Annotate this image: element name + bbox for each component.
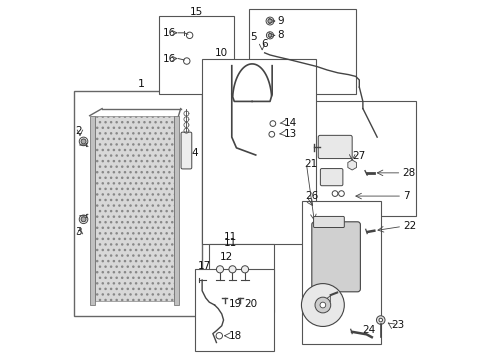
- Circle shape: [315, 297, 331, 313]
- Text: 15: 15: [190, 7, 203, 17]
- Text: 28: 28: [402, 168, 416, 178]
- Text: 22: 22: [403, 221, 416, 231]
- Bar: [74, 91, 202, 316]
- Text: 20: 20: [245, 299, 257, 309]
- Text: 26: 26: [306, 191, 319, 201]
- Circle shape: [376, 316, 385, 324]
- Circle shape: [320, 302, 326, 308]
- Text: 6: 6: [261, 39, 268, 49]
- Circle shape: [379, 318, 383, 322]
- Circle shape: [229, 266, 236, 273]
- Circle shape: [332, 191, 338, 197]
- Text: 16: 16: [163, 54, 176, 64]
- Text: 18: 18: [229, 331, 243, 341]
- Text: 23: 23: [392, 320, 405, 330]
- Circle shape: [270, 121, 276, 126]
- Circle shape: [301, 284, 344, 327]
- Text: 27: 27: [352, 151, 366, 161]
- Circle shape: [268, 19, 272, 23]
- Bar: [90, 116, 95, 305]
- Circle shape: [217, 266, 223, 273]
- Bar: [159, 16, 234, 94]
- Text: 25: 25: [323, 294, 337, 303]
- Text: 14: 14: [284, 118, 297, 128]
- Text: 8: 8: [277, 30, 284, 40]
- Bar: [209, 244, 273, 312]
- Circle shape: [242, 266, 248, 273]
- Text: 1: 1: [138, 78, 145, 89]
- Text: 5: 5: [250, 32, 257, 42]
- Circle shape: [267, 32, 273, 39]
- Text: 19: 19: [229, 299, 243, 309]
- Text: 11: 11: [223, 232, 237, 242]
- Circle shape: [352, 237, 359, 244]
- FancyBboxPatch shape: [314, 216, 344, 228]
- Circle shape: [81, 139, 86, 144]
- Text: 13: 13: [284, 129, 297, 139]
- Text: 24: 24: [362, 325, 375, 335]
- Text: 17: 17: [198, 261, 211, 271]
- Circle shape: [268, 33, 272, 37]
- Text: 9: 9: [277, 16, 284, 26]
- Circle shape: [81, 217, 86, 222]
- Text: 4: 4: [192, 148, 198, 158]
- Circle shape: [79, 215, 88, 224]
- Bar: [202, 59, 317, 244]
- FancyBboxPatch shape: [318, 135, 352, 158]
- Circle shape: [269, 131, 275, 137]
- Circle shape: [353, 245, 359, 251]
- Circle shape: [339, 191, 344, 197]
- FancyBboxPatch shape: [181, 132, 192, 169]
- Bar: [309, 102, 416, 216]
- FancyBboxPatch shape: [320, 168, 343, 186]
- FancyBboxPatch shape: [312, 222, 360, 292]
- Text: 12: 12: [220, 252, 233, 262]
- Text: 16: 16: [163, 28, 176, 38]
- Text: 7: 7: [404, 191, 410, 201]
- Bar: [195, 269, 273, 351]
- Circle shape: [186, 32, 193, 39]
- Bar: [95, 116, 173, 301]
- Bar: [248, 9, 356, 94]
- Text: 21: 21: [305, 159, 318, 169]
- Bar: [174, 116, 178, 305]
- Circle shape: [266, 17, 274, 25]
- Text: 11: 11: [223, 238, 237, 248]
- Bar: [302, 202, 381, 344]
- Circle shape: [216, 333, 222, 339]
- Circle shape: [184, 58, 190, 64]
- Text: 3: 3: [75, 227, 82, 237]
- Circle shape: [79, 137, 88, 146]
- Text: 10: 10: [215, 48, 228, 58]
- Text: 2: 2: [75, 126, 82, 136]
